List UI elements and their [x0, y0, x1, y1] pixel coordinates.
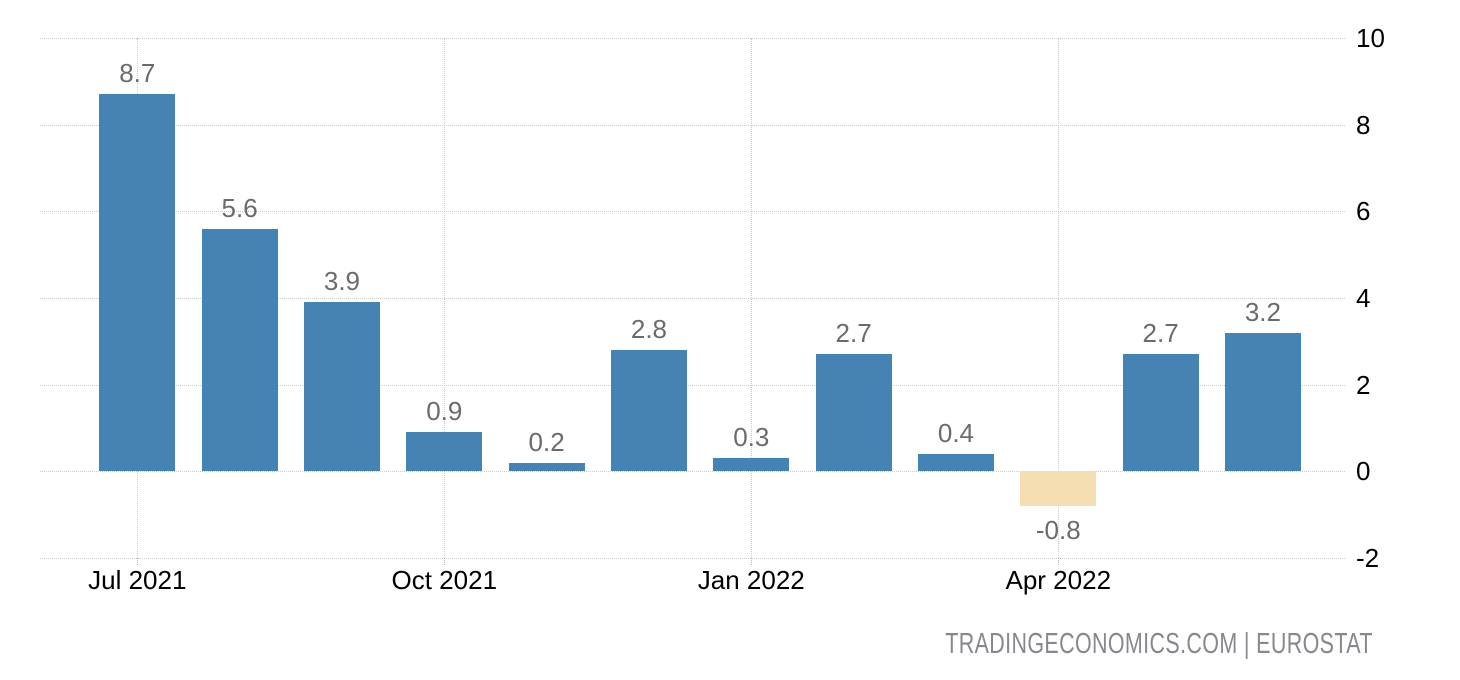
y-axis-label: 4 — [1356, 283, 1371, 313]
y-gridline — [40, 471, 1345, 473]
bar-value-label: 0.3 — [733, 422, 770, 453]
bar-value-label: 0.4 — [937, 418, 975, 448]
bar[interactable] — [1122, 354, 1199, 472]
x-gridline — [1058, 38, 1060, 558]
bar[interactable] — [815, 354, 892, 472]
bar[interactable] — [1020, 471, 1097, 506]
bar[interactable] — [713, 458, 790, 472]
y-gridline — [40, 211, 1345, 213]
bar[interactable] — [406, 432, 483, 472]
y-axis-label: 8 — [1356, 109, 1371, 140]
bar[interactable] — [610, 350, 687, 472]
y-axis-label: -2 — [1356, 543, 1380, 573]
y-gridline — [40, 384, 1345, 386]
x-gridline — [444, 38, 446, 558]
y-gridline — [40, 298, 1345, 299]
y-axis-label: 0 — [1356, 456, 1371, 487]
y-axis-label: 6 — [1356, 196, 1371, 227]
x-gridline — [751, 38, 753, 558]
x-axis-label: Jan 2022 — [697, 565, 805, 595]
bar-value-label: 2.8 — [630, 314, 668, 344]
x-axis-label: Oct 2021 — [391, 565, 498, 595]
bar-value-label: -0.8 — [1035, 515, 1081, 545]
y-axis-label: 2 — [1356, 369, 1371, 400]
x-tick — [751, 558, 753, 565]
bar-value-label: 2.7 — [1142, 318, 1179, 349]
bar[interactable] — [508, 462, 585, 472]
y-gridline — [40, 124, 1345, 126]
bar[interactable] — [1224, 332, 1301, 472]
bar[interactable] — [99, 94, 176, 472]
bar-value-label: 3.2 — [1244, 296, 1281, 327]
x-axis-label: Jul 2021 — [88, 565, 187, 595]
bar[interactable] — [303, 302, 380, 472]
y-gridline — [40, 38, 1345, 39]
bar-value-label: 3.9 — [323, 266, 361, 297]
x-tick — [137, 558, 139, 565]
y-axis-label: 10 — [1356, 23, 1385, 53]
x-tick — [1058, 558, 1060, 565]
bar-value-label: 8.7 — [119, 58, 156, 89]
watermark: TRADINGECONOMICS.COM | EUROSTAT — [945, 628, 1373, 660]
bar-value-label: 0.9 — [426, 396, 463, 427]
x-axis-label: Apr 2022 — [1005, 565, 1112, 595]
y-gridline — [40, 558, 1345, 559]
bar[interactable] — [917, 454, 994, 472]
bar[interactable] — [201, 228, 278, 472]
bar-value-label: 5.6 — [221, 192, 258, 223]
x-tick — [444, 558, 446, 565]
bar-value-label: 2.7 — [835, 318, 872, 349]
bar-value-label: 0.2 — [528, 426, 565, 457]
